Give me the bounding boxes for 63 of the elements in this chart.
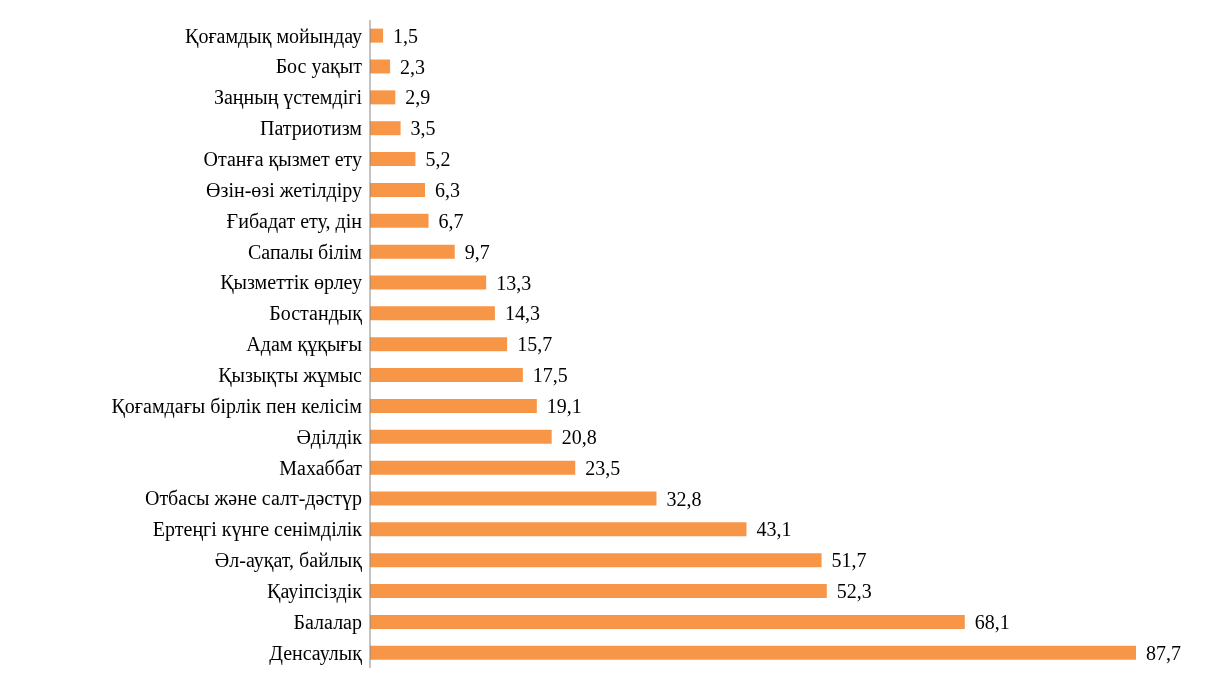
data-label: 2,3 — [400, 55, 426, 78]
data-label: 20,8 — [561, 425, 597, 448]
y-tick-label: Балалар — [293, 610, 362, 634]
data-label: 87,7 — [1146, 641, 1181, 664]
y-tick-label: Қызметтік өрлеу — [220, 271, 362, 295]
data-label: 6,7 — [438, 209, 464, 232]
y-tick-label: Отбасы және салт-дәстүр — [144, 487, 362, 511]
bar — [370, 398, 537, 413]
bar — [370, 584, 827, 599]
data-label: 68,1 — [974, 611, 1010, 634]
bar — [370, 59, 391, 74]
data-label: 1,5 — [393, 24, 419, 47]
y-tick-label: Қауіпсіздік — [267, 579, 363, 603]
data-label: 3,5 — [410, 117, 436, 140]
y-tick-label: Махаббат — [279, 456, 363, 479]
bar — [370, 645, 1136, 660]
y-tick-label: Адам құқығы — [246, 333, 362, 357]
data-label: 13,3 — [496, 271, 532, 294]
bar — [370, 491, 657, 506]
data-label: 2,9 — [405, 86, 431, 109]
y-tick-label: Сапалы білім — [247, 240, 363, 263]
bar — [370, 614, 965, 629]
y-tick-label: Қоғамдағы бірлік пен келісім — [111, 394, 363, 418]
bar — [370, 275, 487, 290]
data-label: 23,5 — [585, 456, 621, 479]
bar — [370, 182, 426, 197]
data-label: 52,3 — [836, 580, 872, 603]
y-tick-label: Әділдік — [296, 425, 363, 449]
y-tick-label: Отанға қызмет ету — [203, 147, 362, 171]
bar — [370, 121, 401, 136]
y-tick-label: Денсаулық — [269, 641, 363, 665]
data-label: 51,7 — [831, 549, 867, 572]
bar — [370, 553, 822, 568]
bar — [370, 522, 747, 537]
data-label: 15,7 — [517, 333, 553, 356]
data-label: 19,1 — [546, 395, 582, 418]
y-tick-label: Ғибадат ету, дін — [226, 209, 363, 233]
bar — [370, 244, 455, 259]
y-tick-label: Патриотизм — [260, 117, 363, 141]
bar — [370, 460, 576, 475]
y-tick-label: Бостандық — [269, 302, 363, 326]
data-label: 14,3 — [504, 302, 540, 325]
bar — [370, 90, 396, 105]
data-label: 32,8 — [666, 487, 702, 510]
bar — [370, 152, 416, 167]
y-tick-label: Заңның үстемдігі — [213, 86, 363, 110]
bar — [370, 28, 384, 43]
bar — [370, 337, 508, 352]
bar — [370, 368, 523, 383]
data-label: 17,5 — [532, 364, 568, 387]
bar — [370, 213, 429, 228]
data-label: 6,3 — [435, 179, 461, 202]
y-tick-label: Қызықты жұмыс — [218, 363, 363, 387]
bar — [370, 429, 552, 444]
y-tick-label: Ертеңгі күнге сенімділік — [152, 518, 363, 542]
y-tick-label: Қоғамдық мойындау — [185, 24, 362, 48]
data-label: 9,7 — [464, 240, 490, 263]
bar — [370, 306, 495, 321]
y-tick-label: Әл-ауқат, байлық — [214, 549, 363, 573]
y-tick-label: Өзін-өзі жетілдіру — [206, 178, 362, 202]
y-tick-label: Бос уақыт — [275, 55, 363, 79]
data-label: 43,1 — [756, 518, 792, 541]
data-label: 5,2 — [425, 148, 451, 171]
